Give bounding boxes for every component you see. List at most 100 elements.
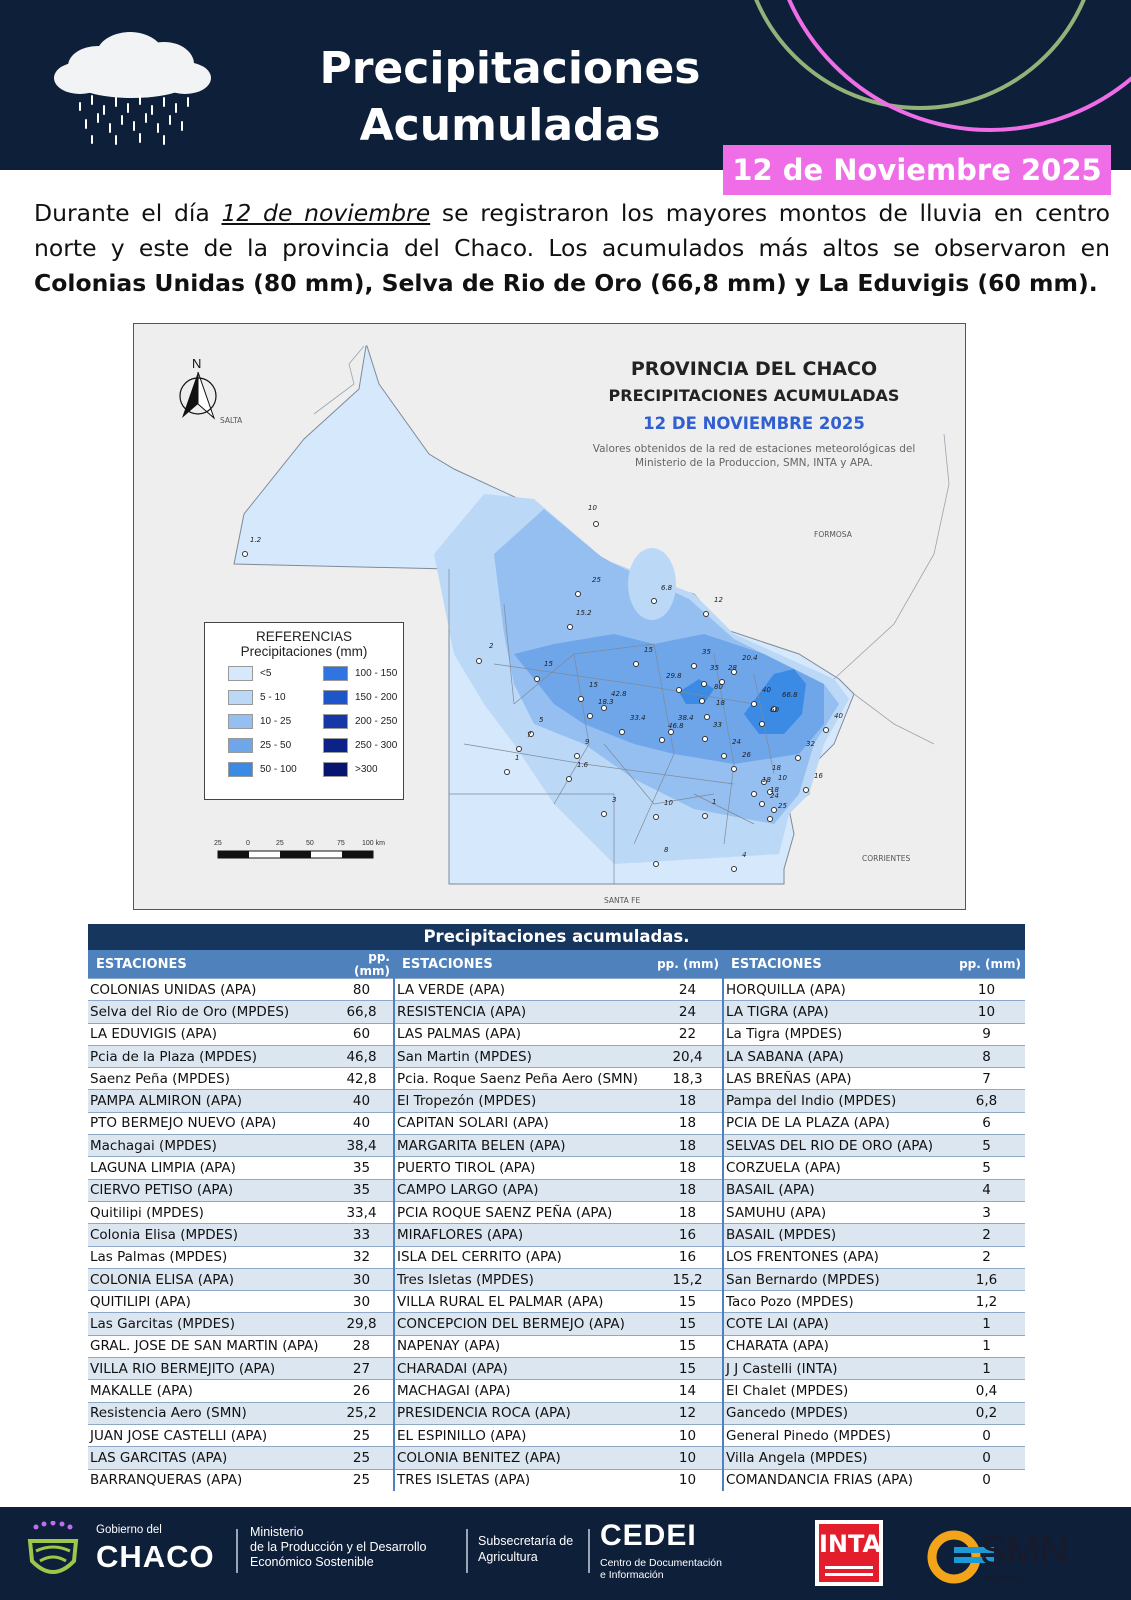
legend-item: 25 - 50 [228,737,318,754]
smn-label: SMN [980,1529,1069,1573]
station-name-cell: Saenz Peña (MPDES) [88,1067,330,1090]
precip-value-cell: 15 [653,1312,724,1336]
station-name-cell: MACHAGAI (APA) [394,1379,653,1403]
table-row: PAMPA ALMIRON (APA) 40 El Tropezón (MPDES)… [88,1089,1025,1113]
precip-value-cell: 6 [948,1111,1025,1135]
station-value-label: 24 [770,792,779,800]
station-name-cell: LA VERDE (APA) [394,977,653,1001]
intro-date: 12 de noviembre [221,199,431,227]
date-badge: 12 de Noviembre 2025 [723,145,1111,195]
scale-label: 50 [306,840,314,847]
table-row: COLONIA ELISA (APA) 30 Tres Isletas (MPDES… [88,1267,1025,1291]
precip-value-cell: 30 [330,1290,395,1313]
station-name-cell: PUERTO TIROL (APA) [394,1156,653,1180]
footer-divider [236,1529,238,1573]
legend-label: 100 - 150 [355,668,398,679]
precip-value-cell: 0,4 [948,1379,1025,1403]
station-value-label: 25 [592,576,601,584]
precip-value-cell: 18 [653,1200,724,1224]
station-value-label: 38.4 [678,714,694,722]
station-name-cell: MAKALLE (APA) [88,1379,330,1403]
precip-value-cell: 28 [330,1334,395,1358]
station-name-cell: Machagai (MPDES) [88,1134,330,1157]
decorative-arcs [754,0,1131,132]
smn-sublabel: Argentina [984,1573,1023,1583]
precip-value-cell: 10 [948,977,1025,1001]
precip-value-cell: 8 [948,1044,1025,1068]
precip-value-cell: 26 [330,1379,395,1403]
precip-value-cell: 5 [948,1134,1025,1157]
legend-item: <5 [228,665,318,682]
station-name-cell: PAMPA ALMIRON (APA) [88,1089,330,1113]
table-row: Resistencia Aero (SMN) 25,2 PRESIDENCIA RO… [88,1401,1025,1425]
station-value-label: 42.8 [611,690,627,698]
station-value-label: 32 [806,740,815,748]
footer-chaco-label: CHACO [96,1539,215,1574]
station-name-cell: EL ESPINILLO (APA) [394,1423,653,1447]
precip-value-cell: 24 [653,977,724,1001]
table-row: COLONIAS UNIDAS (APA) 80 LA VERDE (APA) 24 H… [88,977,1025,1001]
table-row: PTO BERMEJO NUEVO (APA) 40 CAPITAN SOLARI … [88,1111,1025,1135]
station-name-cell: CAPITAN SOLARI (APA) [394,1111,653,1135]
header-pp-3: pp. (mm) [948,950,1025,979]
station-value-label: 6.8 [661,584,673,592]
legend-swatch [228,714,253,729]
map-title: PROVINCIA DEL CHACO [630,358,878,380]
precip-value-cell: 35 [330,1178,395,1202]
station-name-cell: Quitilipi (MPDES) [88,1200,330,1224]
map-source-note: Valores obtenidos de la red de estacione… [592,443,916,469]
table-row: JUAN JOSE CASTELLI (APA) 25 EL ESPINILLO (… [88,1423,1025,1447]
station-name-cell: ISLA DEL CERRITO (APA) [394,1245,653,1269]
precip-value-cell: 46,8 [330,1044,395,1068]
precip-value-cell: 15,2 [653,1267,724,1291]
precip-value-cell: 38,4 [330,1134,395,1157]
scale-label: 25 [214,840,222,847]
station-value-label: 5 [539,716,544,724]
station-value-label: 46.8 [668,722,684,730]
scale-label: 100 km [362,840,385,847]
station-name-cell: CAMPO LARGO (APA) [394,1178,653,1202]
station-name-cell: Tres Isletas (MPDES) [394,1267,653,1291]
precip-value-cell: 60 [330,1022,395,1046]
station-value-label: 1.6 [577,761,589,769]
precip-value-cell: 35 [330,1156,395,1180]
rain-cloud-icon [54,32,211,145]
precip-value-cell: 1 [948,1357,1025,1380]
legend-swatch [323,666,348,681]
legend-label: 50 - 100 [260,764,297,775]
station-name-cell: Resistencia Aero (SMN) [88,1401,330,1425]
precip-value-cell: 1,2 [948,1290,1025,1313]
precip-value-cell: 20,4 [653,1044,724,1068]
station-name-cell: San Martin (MPDES) [394,1044,653,1068]
station-value-label: 18 [772,764,781,772]
station-value-label: 8 [664,846,669,854]
station-value-label: 35 [702,648,711,656]
legend-swatch [323,714,348,729]
table-header-row: ESTACIONES pp. (mm) ESTACIONES pp. (mm) … [88,950,1025,979]
legend-label: 5 - 10 [260,692,286,703]
precip-value-cell: 30 [330,1267,395,1291]
table-row: GRAL. JOSE DE SAN MARTIN (APA) 28 NAPENAY … [88,1334,1025,1358]
precip-value-cell: 15 [653,1290,724,1313]
table-row: LA EDUVIGIS (APA) 60 LAS PALMAS (APA) 22 La … [88,1022,1025,1046]
station-value-label: 20.4 [742,654,758,662]
station-value-label: 7 [527,731,532,739]
precip-value-cell: 15 [653,1357,724,1380]
precip-value-cell: 42,8 [330,1067,395,1090]
station-value-label: 9 [585,738,590,746]
station-value-label: 29.8 [666,672,682,680]
table-row: LAS GARCITAS (APA) 25 COLONIA BENITEZ (APA… [88,1446,1025,1470]
legend-label: 150 - 200 [355,692,398,703]
map-title-block: PROVINCIA DEL CHACO PRECIPITACIONES ACUM… [584,356,924,470]
station-name-cell: BASAIL (MPDES) [723,1223,948,1247]
station-value-label: 18 [770,786,779,794]
scale-label: 25 [276,840,284,847]
station-name-cell: SELVAS DEL RIO DE ORO (APA) [723,1134,948,1157]
station-value-label: 15 [544,660,553,668]
legend-swatch [323,690,348,705]
station-name-cell: JUAN JOSE CASTELLI (APA) [88,1423,330,1447]
place-salta: SALTA [220,416,243,425]
map-legend: REFERENCIAS Precipitaciones (mm) <5 100 -… [204,622,404,800]
station-value-label: 35 [710,664,719,672]
precip-value-cell: 5 [948,1156,1025,1180]
